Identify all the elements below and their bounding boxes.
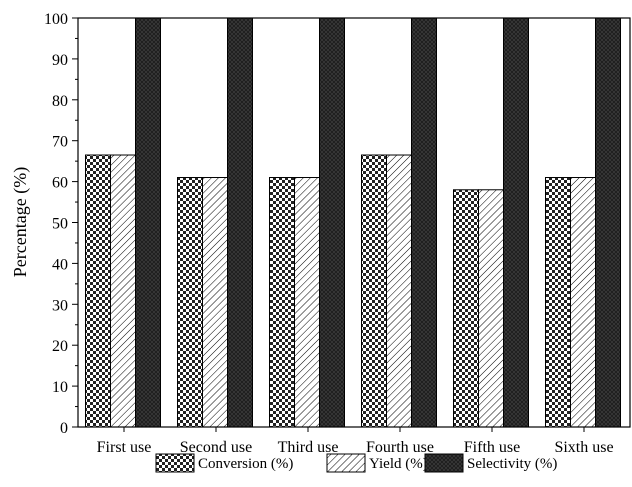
bar-diagonal-hatch-3: [294, 177, 320, 428]
y-tick-label: 10: [52, 379, 68, 396]
bar-dark-crosshatch-2: [227, 17, 253, 428]
bar-checker-2: [177, 177, 203, 428]
y-tick-label: 0: [60, 420, 68, 437]
y-tick-label: 100: [44, 11, 68, 28]
bar-diagonal-hatch-6: [570, 177, 596, 428]
x-tick-label: Fourth use: [366, 439, 434, 456]
bar-dark-crosshatch-1: [135, 17, 161, 428]
legend-swatch-dark-crosshatch: [424, 453, 464, 473]
legend-swatch-diagonal-hatch: [326, 453, 366, 473]
legend-swatch-checker: [155, 453, 195, 473]
y-tick-label: 50: [52, 216, 68, 233]
bar-dark-crosshatch-4: [411, 17, 437, 428]
y-tick-label: 40: [52, 256, 68, 273]
y-axis-title: Percentage (%): [10, 167, 31, 277]
bar-dark-crosshatch-3: [319, 17, 345, 428]
bar-dark-crosshatch-5: [503, 17, 529, 428]
y-tick-label: 80: [52, 93, 68, 110]
y-tick-label: 90: [52, 52, 68, 69]
bar-checker-4: [361, 154, 387, 428]
legend-label: Yield (%): [369, 456, 428, 472]
bar-checker-6: [545, 177, 571, 428]
bar-checker-5: [453, 189, 479, 428]
bar-checker-3: [269, 177, 295, 428]
y-tick-label: 20: [52, 338, 68, 355]
x-tick-label: Sixth use: [554, 439, 613, 456]
y-tick-label: 70: [52, 134, 68, 151]
bar-dark-crosshatch-6: [595, 17, 621, 428]
x-tick-label: Third use: [278, 439, 339, 456]
bar-diagonal-hatch-5: [478, 189, 504, 428]
bar-diagonal-hatch-4: [386, 154, 412, 428]
legend-label: Selectivity (%): [467, 456, 557, 472]
y-tick-label: 60: [52, 175, 68, 192]
x-tick-label: Fifth use: [464, 439, 520, 456]
bar-diagonal-hatch-1: [110, 154, 136, 428]
legend-label: Conversion (%): [198, 456, 293, 472]
bar-diagonal-hatch-2: [202, 177, 228, 428]
x-tick-label: Second use: [180, 439, 252, 456]
bar-checker-1: [85, 154, 111, 428]
x-tick-label: First use: [97, 439, 152, 456]
y-tick-label: 30: [52, 297, 68, 314]
